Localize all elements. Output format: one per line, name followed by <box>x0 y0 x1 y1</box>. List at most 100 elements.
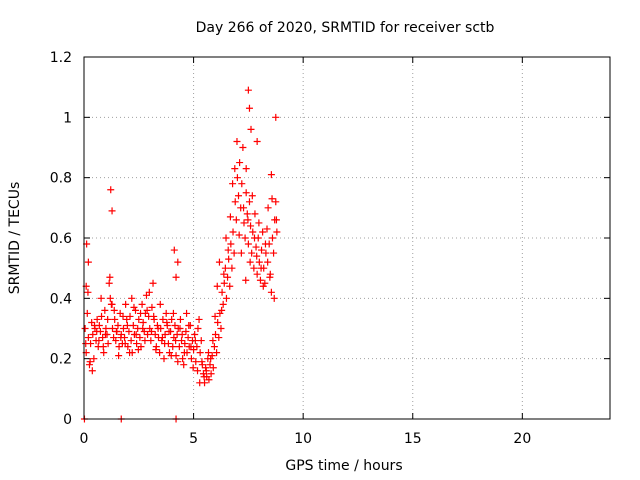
data-point <box>262 249 270 257</box>
data-point <box>148 303 156 311</box>
data-point <box>264 258 272 266</box>
data-point <box>196 379 204 387</box>
y-tick-label: 1.2 <box>50 50 72 66</box>
data-point <box>231 165 239 173</box>
data-point <box>178 337 186 345</box>
data-point <box>154 325 162 332</box>
data-point <box>132 306 140 314</box>
data-point <box>152 346 160 354</box>
data-point <box>244 216 252 224</box>
data-point <box>255 258 263 266</box>
data-point <box>259 282 267 290</box>
data-point <box>205 376 213 384</box>
data-point <box>100 349 108 357</box>
data-point <box>169 309 177 317</box>
data-point <box>248 249 256 257</box>
data-point <box>112 337 120 345</box>
data-point <box>238 180 246 188</box>
data-point <box>180 361 188 369</box>
data-point <box>206 361 214 369</box>
data-point <box>239 144 247 151</box>
data-point <box>85 361 93 369</box>
data-point <box>138 300 146 308</box>
data-point <box>127 337 135 345</box>
data-point <box>209 337 217 345</box>
data-point <box>185 321 193 329</box>
data-point <box>222 234 230 242</box>
data-point <box>107 186 115 194</box>
data-point <box>126 312 134 320</box>
data-point <box>176 325 184 332</box>
data-point <box>226 213 234 221</box>
data-point <box>162 309 170 317</box>
data-point <box>180 349 188 357</box>
data-point <box>189 364 197 372</box>
data-point <box>132 331 140 339</box>
data-point <box>170 246 178 254</box>
data-point <box>236 159 244 167</box>
data-point <box>156 349 164 357</box>
x-tick-label: 5 <box>189 431 198 447</box>
data-point <box>136 334 144 342</box>
data-point <box>133 340 141 348</box>
data-point <box>125 328 133 336</box>
data-point <box>222 294 230 302</box>
data-point <box>259 228 267 236</box>
data-point <box>191 337 199 345</box>
data-point <box>91 321 99 329</box>
x-axis-label: GPS time / hours <box>285 458 402 474</box>
data-point <box>93 328 101 336</box>
x-tick-label: 20 <box>513 431 531 447</box>
data-point <box>97 294 105 302</box>
x-tick-label: 15 <box>404 431 422 447</box>
data-point <box>126 349 134 357</box>
data-point <box>224 246 232 254</box>
data-point <box>251 234 259 242</box>
data-point <box>240 219 248 227</box>
data-point <box>218 306 226 314</box>
data-point <box>135 315 143 323</box>
data-point <box>211 312 219 320</box>
data-point <box>264 204 272 212</box>
data-point <box>187 343 195 351</box>
data-point <box>150 312 158 320</box>
chart-title: Day 266 of 2020, SRMTID for receiver sct… <box>196 20 495 36</box>
data-point <box>240 204 248 212</box>
data-point <box>242 189 250 197</box>
data-point <box>220 270 228 278</box>
data-point <box>210 343 218 351</box>
data-point <box>184 334 192 342</box>
data-point <box>257 264 265 272</box>
data-point <box>213 349 221 357</box>
data-point <box>266 273 274 281</box>
data-point <box>253 252 261 260</box>
data-point <box>227 240 235 248</box>
data-point <box>250 264 258 272</box>
data-point <box>249 228 257 236</box>
data-point <box>83 309 91 317</box>
data-point <box>158 334 166 342</box>
data-point <box>242 165 250 173</box>
data-point <box>139 325 147 332</box>
data-point <box>95 337 103 345</box>
data-point <box>233 137 241 145</box>
data-point <box>268 234 276 242</box>
data-point <box>108 207 116 215</box>
data-point <box>182 328 190 336</box>
data-point <box>194 367 202 375</box>
data-point <box>117 334 125 342</box>
data-point <box>106 294 114 302</box>
x-tick-label: 0 <box>80 431 89 447</box>
data-point <box>174 358 182 366</box>
y-tick-label: 0.2 <box>50 352 72 368</box>
data-point <box>102 325 110 332</box>
data-point <box>233 174 241 182</box>
data-point <box>252 243 260 251</box>
data-point <box>104 315 112 323</box>
data-point <box>258 246 266 254</box>
data-point <box>137 309 145 317</box>
data-point <box>213 282 221 290</box>
data-point <box>272 216 280 224</box>
data-point <box>229 228 237 236</box>
